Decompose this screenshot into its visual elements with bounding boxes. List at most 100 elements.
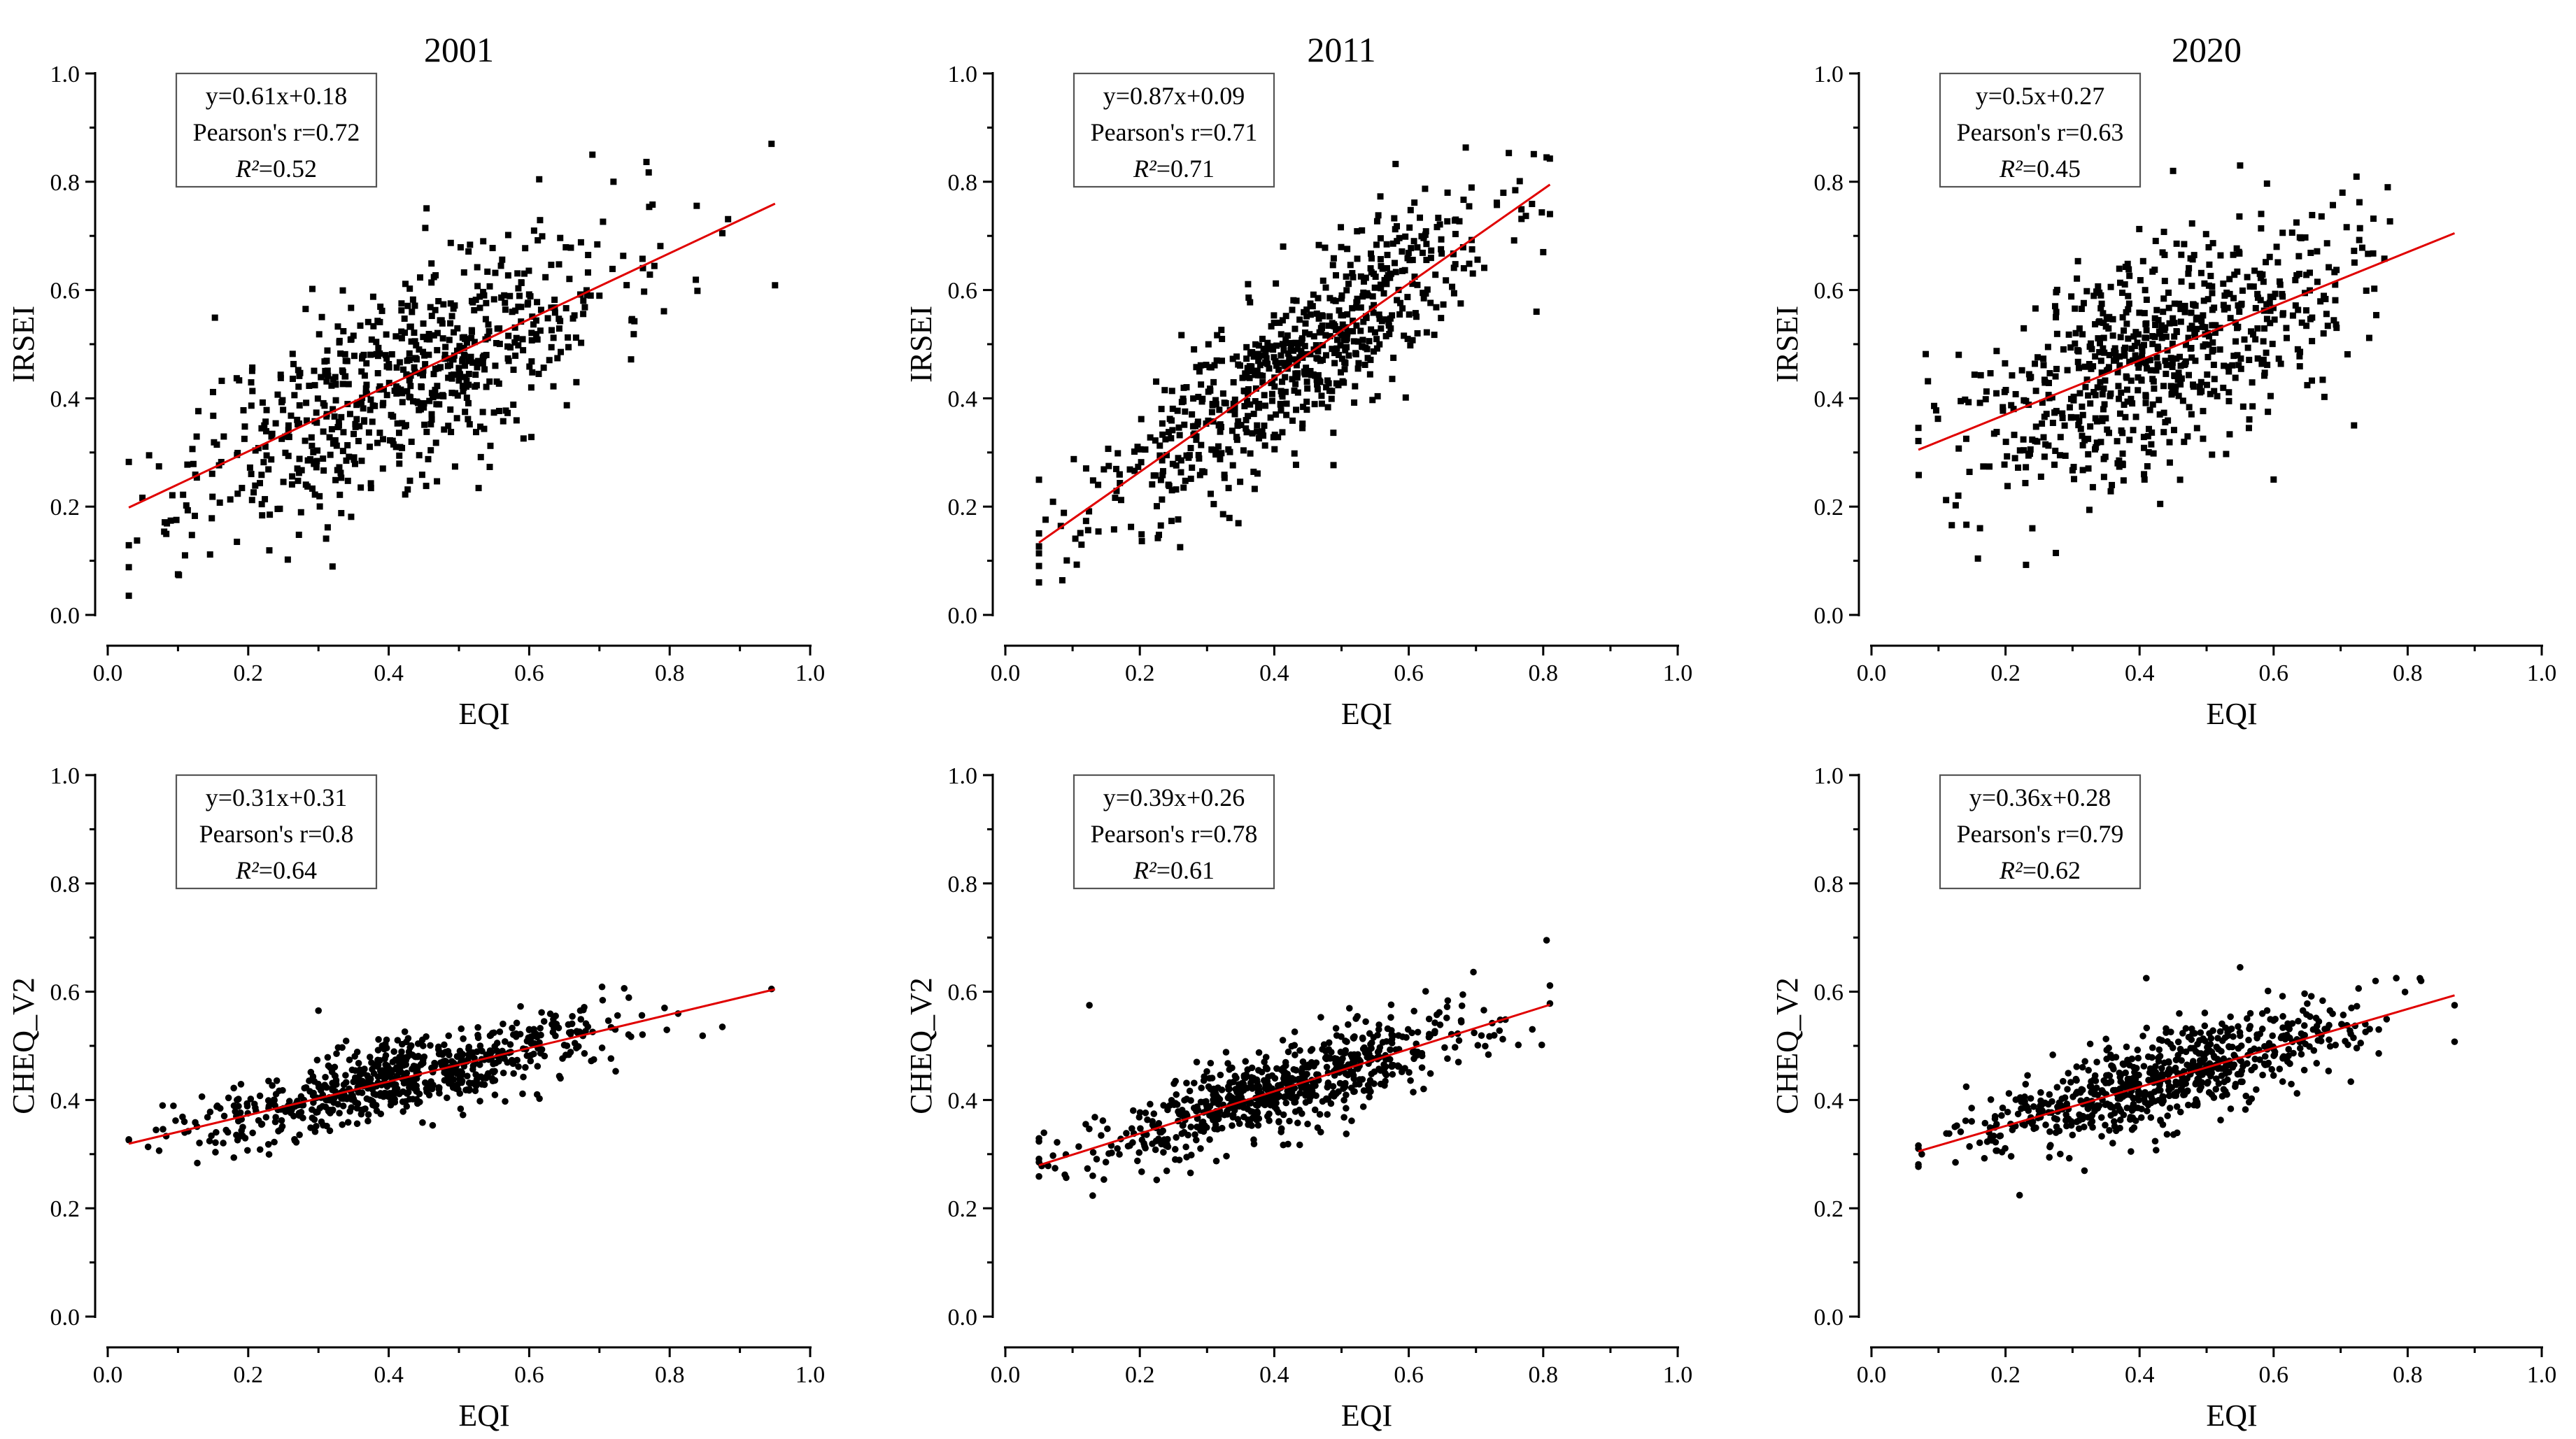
data-point [361, 372, 368, 379]
data-point [1394, 297, 1401, 304]
data-point [1219, 390, 1226, 397]
data-point [155, 1147, 163, 1154]
data-point [1414, 281, 1421, 288]
data-point [2123, 309, 2130, 316]
y-tick-label: 0.0 [1814, 1305, 1844, 1331]
data-point [2326, 1036, 2333, 1044]
x-tick-label: 0.8 [655, 660, 685, 686]
data-point [1331, 350, 1338, 357]
data-point [434, 383, 441, 390]
data-point [169, 492, 176, 499]
data-point [1325, 380, 1332, 387]
data-point [2161, 278, 2168, 285]
y-tick-label: 0.2 [50, 495, 80, 520]
data-point [1438, 315, 1445, 322]
data-point [2115, 383, 2122, 390]
data-point [1299, 425, 1306, 432]
data-point [2333, 325, 2340, 332]
data-point [2173, 355, 2180, 362]
data-point [621, 985, 628, 992]
data-point [562, 244, 569, 251]
data-point [420, 399, 427, 406]
data-point [1962, 396, 1969, 403]
data-point [1506, 150, 1513, 157]
data-point [1261, 422, 1268, 429]
y-tick-label: 0.2 [1814, 1196, 1844, 1222]
data-point [1105, 446, 1112, 453]
data-point [516, 292, 523, 299]
data-point [1291, 356, 1298, 363]
data-point [1061, 509, 1068, 516]
data-point [427, 1042, 434, 1049]
data-point [1361, 1044, 1368, 1051]
data-point [1283, 400, 1290, 407]
data-point [1178, 1130, 1186, 1137]
data-point [262, 427, 269, 434]
data-point [1405, 250, 1412, 257]
data-point [2264, 362, 2271, 369]
data-point [375, 344, 382, 351]
data-point [1249, 430, 1256, 437]
data-point [324, 347, 331, 354]
data-point [2195, 1050, 2202, 1057]
data-point [272, 420, 279, 427]
data-point [2128, 377, 2135, 384]
data-point [1183, 1154, 1190, 1161]
data-point [2236, 308, 2243, 315]
data-point [1469, 270, 1476, 277]
data-point [1312, 342, 1319, 349]
data-point [1328, 1091, 1335, 1099]
data-point [2211, 1054, 2218, 1061]
data-point [2154, 343, 2161, 350]
data-point [1278, 1125, 1285, 1133]
data-point [460, 383, 467, 390]
data-point [2209, 322, 2216, 329]
data-point [2094, 1091, 2102, 1099]
data-point [1440, 301, 1447, 308]
data-points [125, 983, 775, 1167]
data-point [1273, 411, 1280, 418]
annotation-box [175, 774, 378, 890]
data-point [2102, 1035, 2110, 1042]
data-point [367, 406, 374, 413]
data-point [486, 378, 493, 385]
data-point [2401, 988, 2409, 995]
data-point [1354, 338, 1361, 345]
data-point [2076, 364, 2083, 371]
data-point [2139, 353, 2146, 360]
data-point [509, 309, 516, 316]
data-point [2106, 352, 2113, 359]
data-point [1311, 1106, 1319, 1114]
data-point [1114, 1144, 1121, 1152]
data-point [183, 502, 190, 509]
data-point [1460, 264, 1467, 271]
data-point [1349, 305, 1356, 312]
data-point [1271, 354, 1278, 361]
data-point [2004, 1108, 2011, 1116]
data-point [2053, 1123, 2060, 1130]
data-point [1223, 1152, 1230, 1160]
data-point [1254, 470, 1261, 477]
data-point [1072, 535, 1079, 542]
data-point [1347, 262, 1354, 269]
data-point [460, 269, 467, 276]
data-point [445, 1032, 453, 1040]
data-point [2027, 446, 2034, 453]
data-point [1221, 399, 1228, 406]
data-point [448, 313, 455, 320]
data-point [1269, 378, 1276, 385]
data-point [1212, 397, 1219, 404]
data-point [435, 392, 442, 399]
data-point [1431, 1019, 1438, 1026]
data-point [398, 328, 405, 335]
data-point [2102, 323, 2109, 330]
data-point [2109, 316, 2116, 322]
data-point [389, 437, 396, 444]
data-point [427, 420, 434, 427]
data-point [2277, 281, 2284, 288]
data-point [2303, 322, 2310, 329]
data-point [1231, 1072, 1239, 1079]
data-point [407, 1042, 415, 1049]
data-point [2151, 1137, 2159, 1145]
data-point [1249, 1085, 1256, 1092]
